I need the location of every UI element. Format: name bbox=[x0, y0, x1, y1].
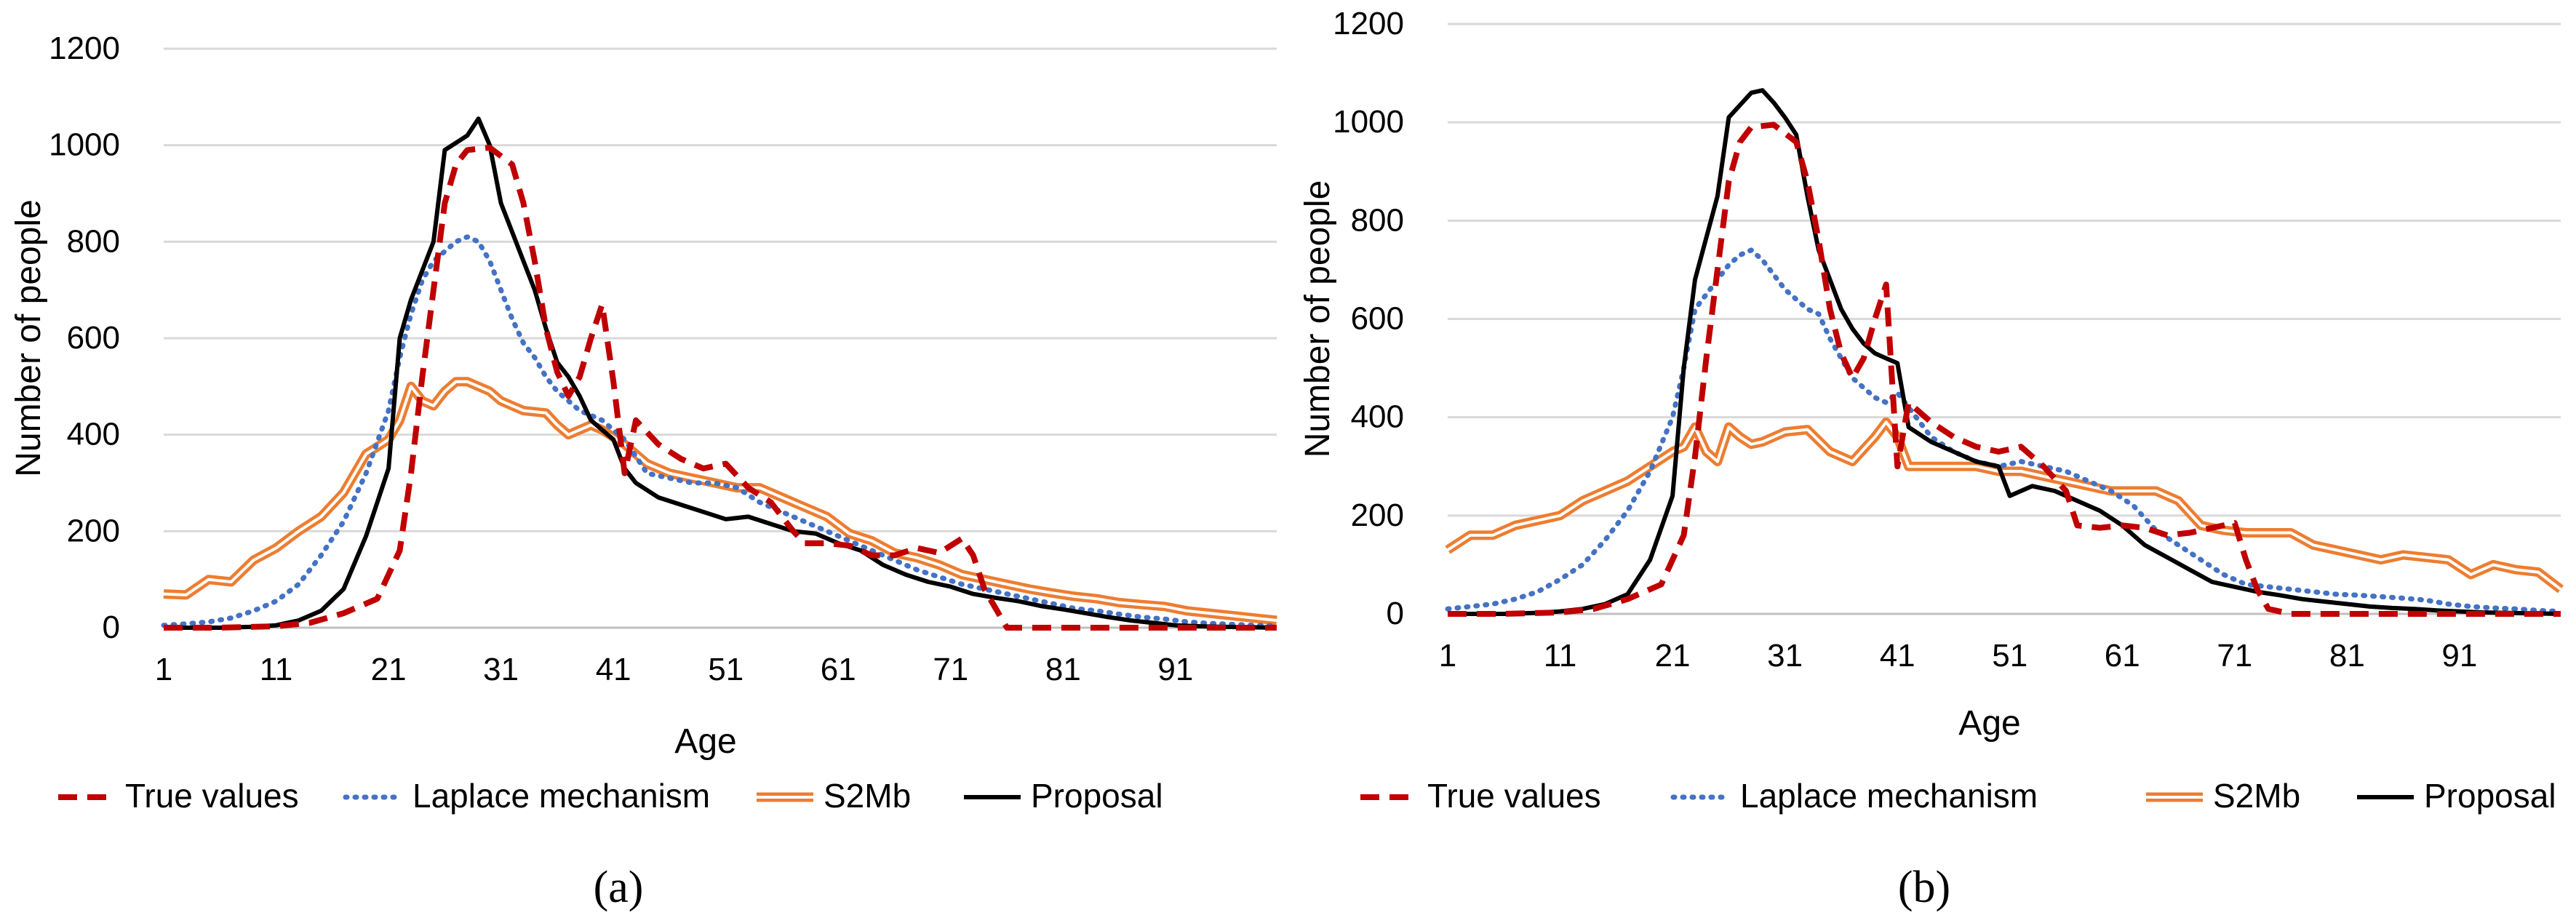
y-tick-label-a: 200 bbox=[67, 513, 120, 548]
y-tick-label-b: 600 bbox=[1351, 301, 1404, 337]
y-tick-label-a: 800 bbox=[67, 223, 120, 259]
x-tick-label-a: 61 bbox=[821, 652, 856, 687]
x-tick-label-b: 61 bbox=[2105, 638, 2140, 674]
series-line-laplace-mechanism-a-stroke bbox=[161, 234, 1280, 628]
y-axis-title-a: Number of people bbox=[9, 199, 48, 477]
y-tick-label-b: 400 bbox=[1351, 399, 1404, 435]
legend-label-laplace-mechanism-b: Laplace mechanism bbox=[1740, 777, 2038, 815]
series-line-true-values-b-stroke bbox=[1448, 121, 2561, 617]
y-tick-label-a: 0 bbox=[103, 610, 120, 645]
y-tick-label-a: 400 bbox=[67, 417, 120, 452]
legend-label-true-values-b: True values bbox=[1427, 777, 1601, 815]
x-tick-label-b: 11 bbox=[1544, 638, 1577, 674]
series-line-proposal-a bbox=[164, 116, 1277, 630]
series-line-s2mb-b-inner bbox=[1446, 420, 2562, 591]
x-tick-label-a: 71 bbox=[933, 652, 968, 687]
y-tick-label-a: 1200 bbox=[49, 31, 120, 66]
series-line-proposal-a-stroke bbox=[164, 116, 1277, 630]
x-tick-label-b: 91 bbox=[2441, 638, 2477, 674]
legend-label-laplace-mechanism-a: Laplace mechanism bbox=[412, 777, 710, 815]
series-line-laplace-mechanism-b bbox=[1445, 247, 2564, 615]
y-tick-label-a: 600 bbox=[67, 320, 120, 356]
x-tick-label-a: 31 bbox=[483, 652, 519, 687]
x-tick-label-a: 81 bbox=[1045, 652, 1081, 687]
caption-a: (a) bbox=[593, 863, 644, 912]
x-tick-label-b: 41 bbox=[1880, 638, 1915, 674]
y-tick-label-b: 800 bbox=[1351, 202, 1404, 238]
caption-b: (b) bbox=[1897, 863, 1951, 912]
legend-label-s2mb-b: S2Mb bbox=[2213, 777, 2300, 815]
series-line-s2mb-b-stroke bbox=[1445, 417, 2564, 594]
y-tick-label-b: 1000 bbox=[1333, 104, 1404, 140]
x-tick-label-b: 21 bbox=[1655, 638, 1691, 674]
x-tick-label-a: 91 bbox=[1157, 652, 1193, 687]
series-line-laplace-mechanism-a bbox=[161, 234, 1280, 628]
series-line-proposal-b-stroke bbox=[1448, 88, 2561, 616]
legend-label-proposal-a: Proposal bbox=[1031, 777, 1163, 815]
legend-label-s2mb-a: S2Mb bbox=[824, 777, 911, 815]
series-line-s2mb-a-stroke bbox=[163, 377, 1277, 626]
series-line-true-values-a-stroke bbox=[164, 145, 1277, 631]
legend-label-true-values-a: True values bbox=[125, 777, 299, 815]
series-line-s2mb-b bbox=[1445, 417, 2564, 594]
x-tick-label-b: 51 bbox=[1992, 638, 2027, 674]
x-tick-label-b: 1 bbox=[1439, 638, 1456, 674]
series-line-s2mb-a bbox=[163, 377, 1277, 626]
series-line-laplace-mechanism-b-stroke bbox=[1445, 247, 2564, 615]
series-line-true-values-a bbox=[164, 145, 1277, 631]
y-axis-title-b: Number of people bbox=[1299, 180, 1337, 458]
x-axis-title-a: Age bbox=[674, 722, 736, 761]
x-axis-title-b: Age bbox=[1958, 704, 2020, 743]
x-tick-label-b: 81 bbox=[2329, 638, 2365, 674]
x-tick-label-a: 1 bbox=[155, 652, 172, 687]
x-tick-label-a: 21 bbox=[371, 652, 407, 687]
x-tick-label-a: 41 bbox=[596, 652, 631, 687]
x-tick-label-b: 31 bbox=[1767, 638, 1803, 674]
y-tick-label-b: 200 bbox=[1351, 498, 1404, 533]
y-tick-label-a: 1000 bbox=[49, 127, 120, 163]
legend-label-proposal-b: Proposal bbox=[2424, 777, 2556, 815]
series-line-true-values-b bbox=[1448, 121, 2561, 617]
y-tick-label-b: 0 bbox=[1387, 596, 1404, 631]
x-tick-label-a: 51 bbox=[708, 652, 743, 687]
x-tick-label-a: 11 bbox=[260, 652, 293, 687]
y-tick-label-b: 1200 bbox=[1333, 6, 1404, 41]
series-line-proposal-b bbox=[1448, 88, 2561, 616]
x-tick-label-b: 71 bbox=[2217, 638, 2252, 674]
